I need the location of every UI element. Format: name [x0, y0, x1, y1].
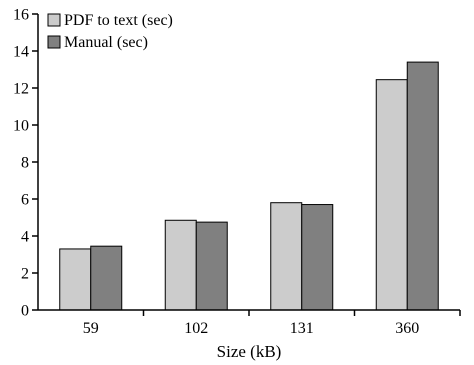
x-tick-label: 360: [395, 320, 419, 337]
bar-pdf-to-text: [164, 219, 197, 311]
bars-group: [59, 61, 439, 311]
x-tick-label: 102: [184, 320, 208, 337]
y-tick-label: 14: [13, 44, 29, 61]
x-ticks-group: 59 102 131 360: [83, 310, 461, 337]
bar-manual: [406, 61, 439, 311]
bar-manual: [301, 204, 334, 311]
legend-label: PDF to text (sec): [64, 12, 173, 29]
y-tick-label: 4: [21, 229, 29, 246]
y-tick-label: 2: [21, 266, 29, 283]
legend-swatch: [47, 35, 61, 49]
y-tick-label: 10: [13, 118, 29, 135]
bar-pdf-to-text: [270, 202, 303, 311]
y-tick-label: 0: [21, 303, 29, 320]
legend: PDF to text (sec) Manual (sec): [47, 12, 173, 51]
bar-manual: [195, 221, 228, 311]
y-tick-label: 12: [13, 81, 29, 98]
x-axis-title: Size (kB): [217, 342, 282, 361]
y-tick-label: 6: [21, 192, 29, 209]
y-tick-label: 8: [21, 155, 29, 172]
legend-swatch: [47, 13, 61, 27]
legend-label: Manual (sec): [64, 34, 148, 51]
bar-pdf-to-text: [59, 248, 92, 311]
y-ticks-group: 0 2 4 6 8 10 12 14 16: [13, 7, 38, 320]
y-tick-label: 16: [13, 7, 29, 24]
x-tick-label: 59: [83, 320, 99, 337]
x-tick-label: 131: [290, 320, 314, 337]
bar-pdf-to-text: [375, 79, 408, 311]
bar-manual: [90, 245, 123, 311]
